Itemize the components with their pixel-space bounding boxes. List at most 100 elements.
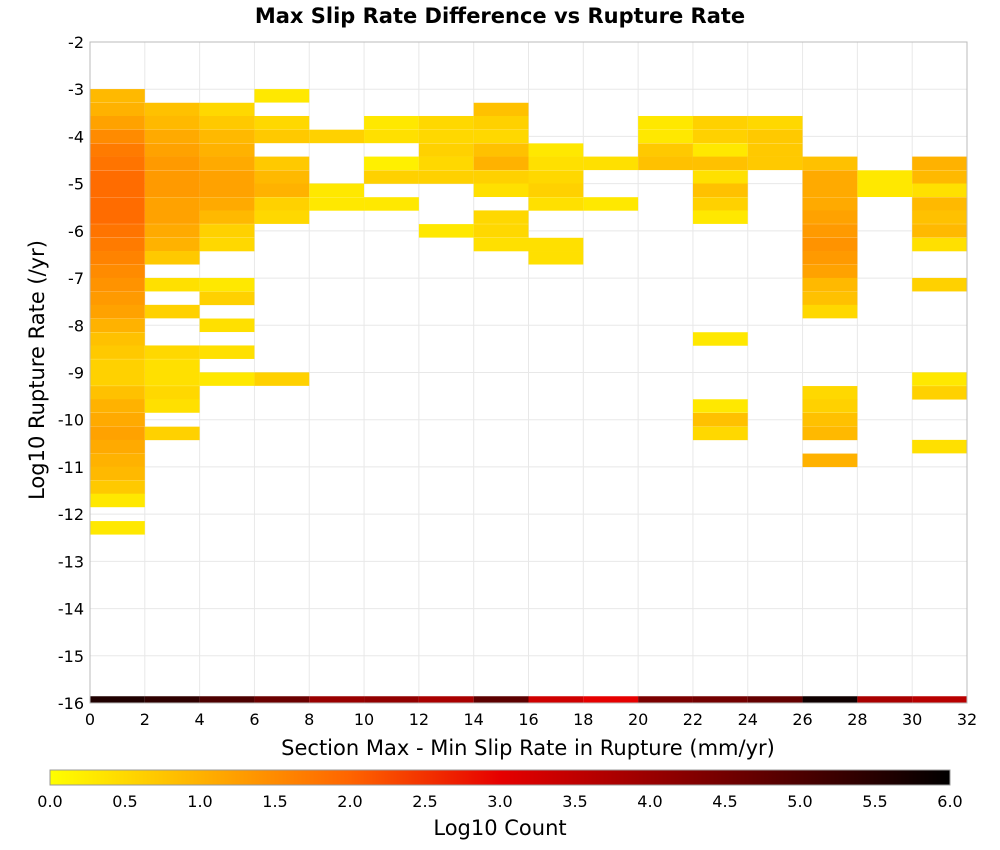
heatmap-cell — [199, 156, 255, 171]
heatmap-cell — [199, 129, 255, 144]
heatmap-cell — [418, 129, 474, 144]
x-tick-label: 0 — [85, 710, 95, 729]
heatmap-cell — [309, 129, 365, 144]
colorbar-tick-label: 5.0 — [787, 792, 812, 811]
heatmap-cell — [90, 237, 145, 252]
heatmap-cell — [802, 251, 858, 265]
heatmap-cell — [528, 696, 584, 703]
heatmap-cell — [90, 386, 145, 400]
colorbar-tick-label: 2.0 — [337, 792, 362, 811]
heatmap-cell — [90, 493, 145, 508]
heatmap-cell — [638, 129, 693, 144]
heatmap-cell — [473, 183, 529, 198]
heatmap-cell — [364, 696, 419, 703]
heatmap-cell — [144, 129, 200, 144]
x-tick-label: 30 — [902, 710, 922, 729]
heatmap-cell — [90, 345, 145, 359]
heatmap-cell — [90, 102, 145, 117]
heatmap-cell — [473, 129, 529, 144]
y-tick-label: -2 — [68, 33, 84, 52]
heatmap-cell — [638, 156, 693, 171]
heatmap-cell — [90, 521, 145, 535]
y-tick-label: -16 — [58, 694, 84, 713]
x-tick-label: 26 — [792, 710, 812, 729]
heatmap-cell — [528, 170, 584, 184]
heatmap-cell — [692, 129, 748, 144]
heatmap-cell — [90, 439, 145, 454]
heatmap-cell — [418, 143, 474, 157]
heatmap-cell — [254, 129, 310, 144]
heatmap-cell — [254, 89, 310, 103]
y-tick-label: -3 — [68, 80, 84, 99]
colorbar-tick-labels: 0.0 0.5 1.0 1.5 2.0 2.5 3.0 3.5 4.0 4.5 5.0 5.5 6.0 — [37, 792, 962, 811]
heatmap-cell — [912, 386, 967, 400]
heatmap-cell — [90, 426, 145, 441]
heatmap-cell — [692, 115, 748, 130]
heatmap-cell — [473, 102, 529, 117]
heatmap-cell — [802, 264, 858, 279]
heatmap-cell — [802, 453, 858, 468]
heatmap-cell — [692, 170, 748, 184]
heatmap-cell — [144, 345, 200, 359]
heatmap-cell — [692, 412, 748, 427]
heatmap-cell — [144, 115, 200, 130]
heatmap-cell — [144, 197, 200, 211]
heatmap-cell — [199, 115, 255, 130]
heatmap-cell — [90, 359, 145, 373]
heatmap-cell — [199, 237, 255, 252]
heatmap-cell — [473, 156, 529, 171]
x-tick-label: 16 — [518, 710, 538, 729]
heatmap-cell — [144, 143, 200, 157]
heatmap-cell — [473, 143, 529, 157]
heatmap-cell — [802, 277, 858, 292]
y-tick-label: -11 — [58, 458, 84, 477]
heatmap-cell — [254, 156, 310, 171]
y-tick-label: -12 — [58, 505, 84, 524]
heatmap-cell — [418, 696, 474, 703]
x-tick-label: 6 — [249, 710, 259, 729]
heatmap-cell — [418, 115, 474, 130]
x-axis-label: Section Max - Min Slip Rate in Rupture (… — [281, 736, 775, 760]
heatmap-cell — [144, 386, 200, 400]
heatmap-cell — [144, 183, 200, 198]
heatmap-cell — [802, 304, 858, 319]
heatmap-cell — [144, 237, 200, 252]
heatmap-cell — [528, 197, 584, 211]
colorbar-tick-label: 4.5 — [712, 792, 737, 811]
heatmap-cell — [747, 115, 803, 130]
heatmap-cell — [254, 696, 310, 703]
heatmap-cell — [747, 156, 803, 171]
heatmap-cell — [144, 372, 200, 386]
heatmap-cell — [364, 170, 419, 184]
heatmap-cell — [90, 210, 145, 224]
x-tick-label: 22 — [683, 710, 703, 729]
colorbar-tick-label: 3.5 — [562, 792, 587, 811]
y-tick-label: -15 — [58, 647, 84, 666]
x-tick-labels: 0 2 4 6 8 10 12 14 16 18 20 22 24 26 28 30 32 — [85, 710, 977, 729]
heatmap-cell — [90, 480, 145, 494]
heatmap-cell — [802, 224, 858, 238]
heatmap-cell — [747, 143, 803, 157]
heatmap-cell — [144, 210, 200, 224]
heatmap-cell — [199, 143, 255, 157]
heatmap-cell — [254, 210, 310, 224]
x-tick-label: 14 — [464, 710, 484, 729]
heatmap-cell — [912, 183, 967, 198]
heatmap-cell — [254, 170, 310, 184]
heatmap-cell — [802, 197, 858, 211]
heatmap-cell — [364, 129, 419, 144]
heatmap-cell — [364, 115, 419, 130]
colorbar — [49, 769, 951, 786]
heatmap-cell — [802, 237, 858, 252]
heatmap-cell — [90, 372, 145, 386]
heatmap-cell — [912, 224, 967, 238]
heatmap-cell — [90, 399, 145, 413]
x-tick-label: 18 — [573, 710, 593, 729]
colorbar-label: Log10 Count — [433, 816, 566, 840]
y-tick-label: -6 — [68, 222, 84, 241]
y-tick-label: -7 — [68, 269, 84, 288]
heatmap-cell — [90, 277, 145, 292]
heatmap-cell — [802, 183, 858, 198]
heatmap-cell — [473, 696, 529, 703]
